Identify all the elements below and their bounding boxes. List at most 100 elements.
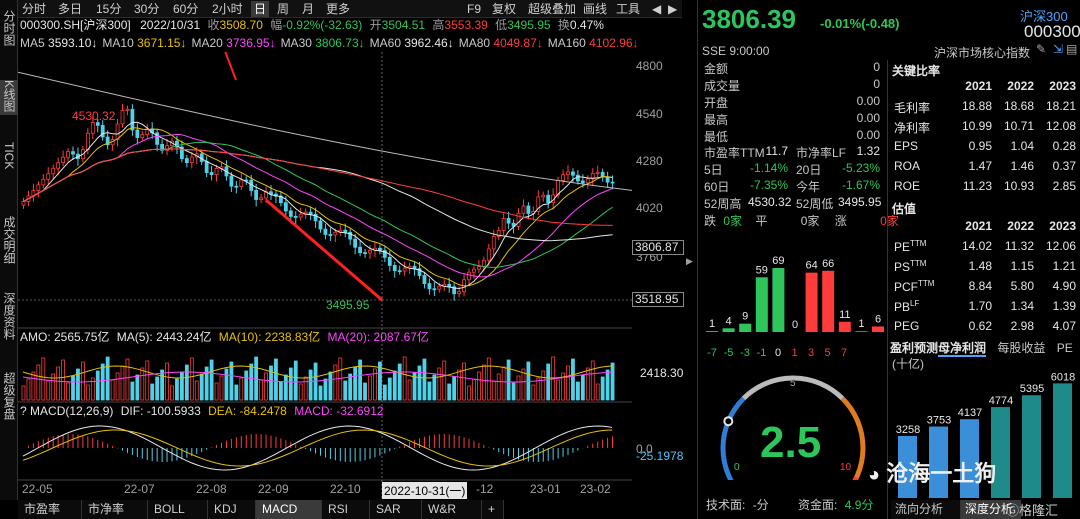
candle-body [140, 133, 145, 138]
tab-indicator[interactable]: SAR [370, 500, 422, 519]
collapse-right-icon[interactable]: ▶ [686, 256, 693, 266]
tab-period-week[interactable]: 周 [277, 2, 290, 16]
volume-bar [293, 360, 298, 401]
sidebar-item-label: 深度资料 [2, 292, 16, 340]
open-label: 开 [369, 18, 382, 32]
volume-bar [90, 377, 95, 401]
macd-label[interactable]: MACD(12,26,9) [30, 404, 114, 418]
candle-body [318, 220, 323, 230]
volume-bar [130, 381, 135, 401]
rise-label: 涨 [834, 214, 847, 228]
tab-indicator[interactable]: BOLL [148, 500, 208, 519]
distribution-bar [706, 331, 718, 332]
distribution-bar [822, 270, 835, 332]
valuation-label: 今年 [796, 180, 821, 194]
tab-pe[interactable]: PE [1056, 341, 1073, 355]
tab-period-timeshare[interactable]: 分时 [22, 2, 47, 16]
f9-button[interactable]: F9 [467, 2, 482, 16]
sidebar-item-tick[interactable]: TICK [0, 142, 18, 172]
sidebar-item-timeshare[interactable]: 分时图 [0, 10, 18, 49]
price-axis-label: 4280 [636, 154, 663, 168]
profit-bar-label: 4774 [989, 395, 1013, 407]
ma-line [23, 148, 613, 226]
volume-bar [457, 369, 462, 401]
low-annotation: 3495.95 [326, 298, 370, 312]
gauge-arc-high [840, 396, 866, 480]
candle-body [155, 132, 160, 145]
kline-chart[interactable] [18, 52, 632, 500]
tab-indicator[interactable]: MACD [256, 500, 322, 519]
sidebar-item-label: TICK [2, 142, 16, 170]
tab-deep-analysis[interactable]: 深度分析 [961, 500, 1021, 519]
candle-body [343, 229, 348, 233]
tab-period-multiday[interactable]: 多日 [58, 2, 83, 16]
tab-period-15min[interactable]: 15分 [96, 2, 122, 16]
tab-indicator[interactable]: 市净率 [82, 500, 148, 519]
stat-label: 开盘 [704, 96, 729, 110]
flat-label: 平 [755, 214, 768, 228]
volume-bar [100, 363, 105, 401]
valuation-value: 1.32 [856, 144, 880, 158]
tab-indicator[interactable]: RSI [322, 500, 370, 519]
candle-body [313, 213, 318, 222]
tab-flow-analysis[interactable]: 流向分析 [891, 500, 961, 519]
scroll-right-icon[interactable]: ▶ [668, 2, 678, 16]
candle-body [100, 124, 105, 138]
tab-profit-forecast[interactable]: 盈利预测 [890, 341, 939, 355]
metric-value: 1.34 [1010, 299, 1034, 313]
tab-eps[interactable]: 每股收益 [997, 341, 1046, 355]
candle-body [283, 202, 288, 212]
tab-period-2h[interactable]: 2小时 [212, 2, 243, 16]
sidebar-item-kline[interactable]: K线图 [0, 80, 18, 116]
tab-indicator[interactable]: + [482, 500, 504, 519]
candle-body [610, 181, 615, 184]
tab-indicator[interactable]: KDJ [208, 500, 256, 519]
volume-bar [358, 359, 363, 401]
metric-value: 2.85 [1052, 179, 1076, 193]
tab-indicator[interactable]: W&R [422, 500, 482, 519]
candle-body [160, 143, 165, 151]
candle-body [427, 283, 432, 290]
tab-period-30min[interactable]: 30分 [134, 2, 160, 16]
tab-period-more[interactable]: 更多 [326, 2, 351, 16]
year-header: 2021 [965, 79, 992, 93]
metric-value: 4.90 [1052, 279, 1076, 293]
distribution-bar-label: 1 [858, 318, 864, 330]
index-name: 沪深300 [1020, 9, 1068, 24]
distribution-axis-label: -7 [707, 347, 717, 359]
candle-body [397, 270, 402, 273]
tab-period-day[interactable]: 日 [251, 1, 270, 17]
overlay-button[interactable]: 超级叠加 [528, 2, 577, 16]
metric-value: 8.84 [968, 279, 992, 293]
tab-indicator[interactable]: 市盈率 [18, 500, 82, 519]
settings-icon[interactable]: ▤ [1066, 42, 1078, 56]
candle-body [546, 194, 551, 203]
sidebar-item-replay[interactable]: 超级复盘 [0, 372, 18, 423]
candle-body [506, 218, 511, 224]
sidebar-item-depth[interactable]: 深度资料 [0, 292, 18, 343]
adjust-button[interactable]: 复权 [492, 2, 517, 16]
tools-button[interactable]: 工具 [616, 2, 641, 16]
scroll-left-icon[interactable]: ◀ [652, 2, 662, 16]
date-axis-label: 22-05 [22, 482, 53, 496]
volume-bar [145, 360, 150, 401]
candle-body [179, 146, 184, 159]
stat-label: 最低 [704, 130, 729, 144]
tab-net-profit[interactable]: 母净利润 [938, 341, 987, 357]
metric-superscript: TTM [918, 279, 935, 288]
tab-period-60min[interactable]: 60分 [173, 2, 199, 16]
volume-bar [585, 367, 590, 401]
tab-period-month[interactable]: 月 [302, 2, 315, 16]
macd-close-icon[interactable]: ? [20, 404, 27, 418]
ma-value: 4049.87↓ [493, 36, 543, 50]
metric-value: 12.08 [1045, 119, 1076, 133]
fund-label: 资金面: [798, 498, 838, 512]
edit-icon[interactable]: ✎ [1036, 42, 1047, 56]
chevron-icon[interactable]: ⇲ [1053, 42, 1064, 56]
last-price-box: 3518.95 [632, 292, 684, 307]
volume-bar [481, 364, 486, 401]
sidebar-item-deals[interactable]: 成交明细 [0, 216, 18, 267]
draw-line-button[interactable]: 画线 [583, 2, 608, 16]
metric-superscript: TTM [910, 259, 927, 268]
candle-body [580, 180, 585, 184]
